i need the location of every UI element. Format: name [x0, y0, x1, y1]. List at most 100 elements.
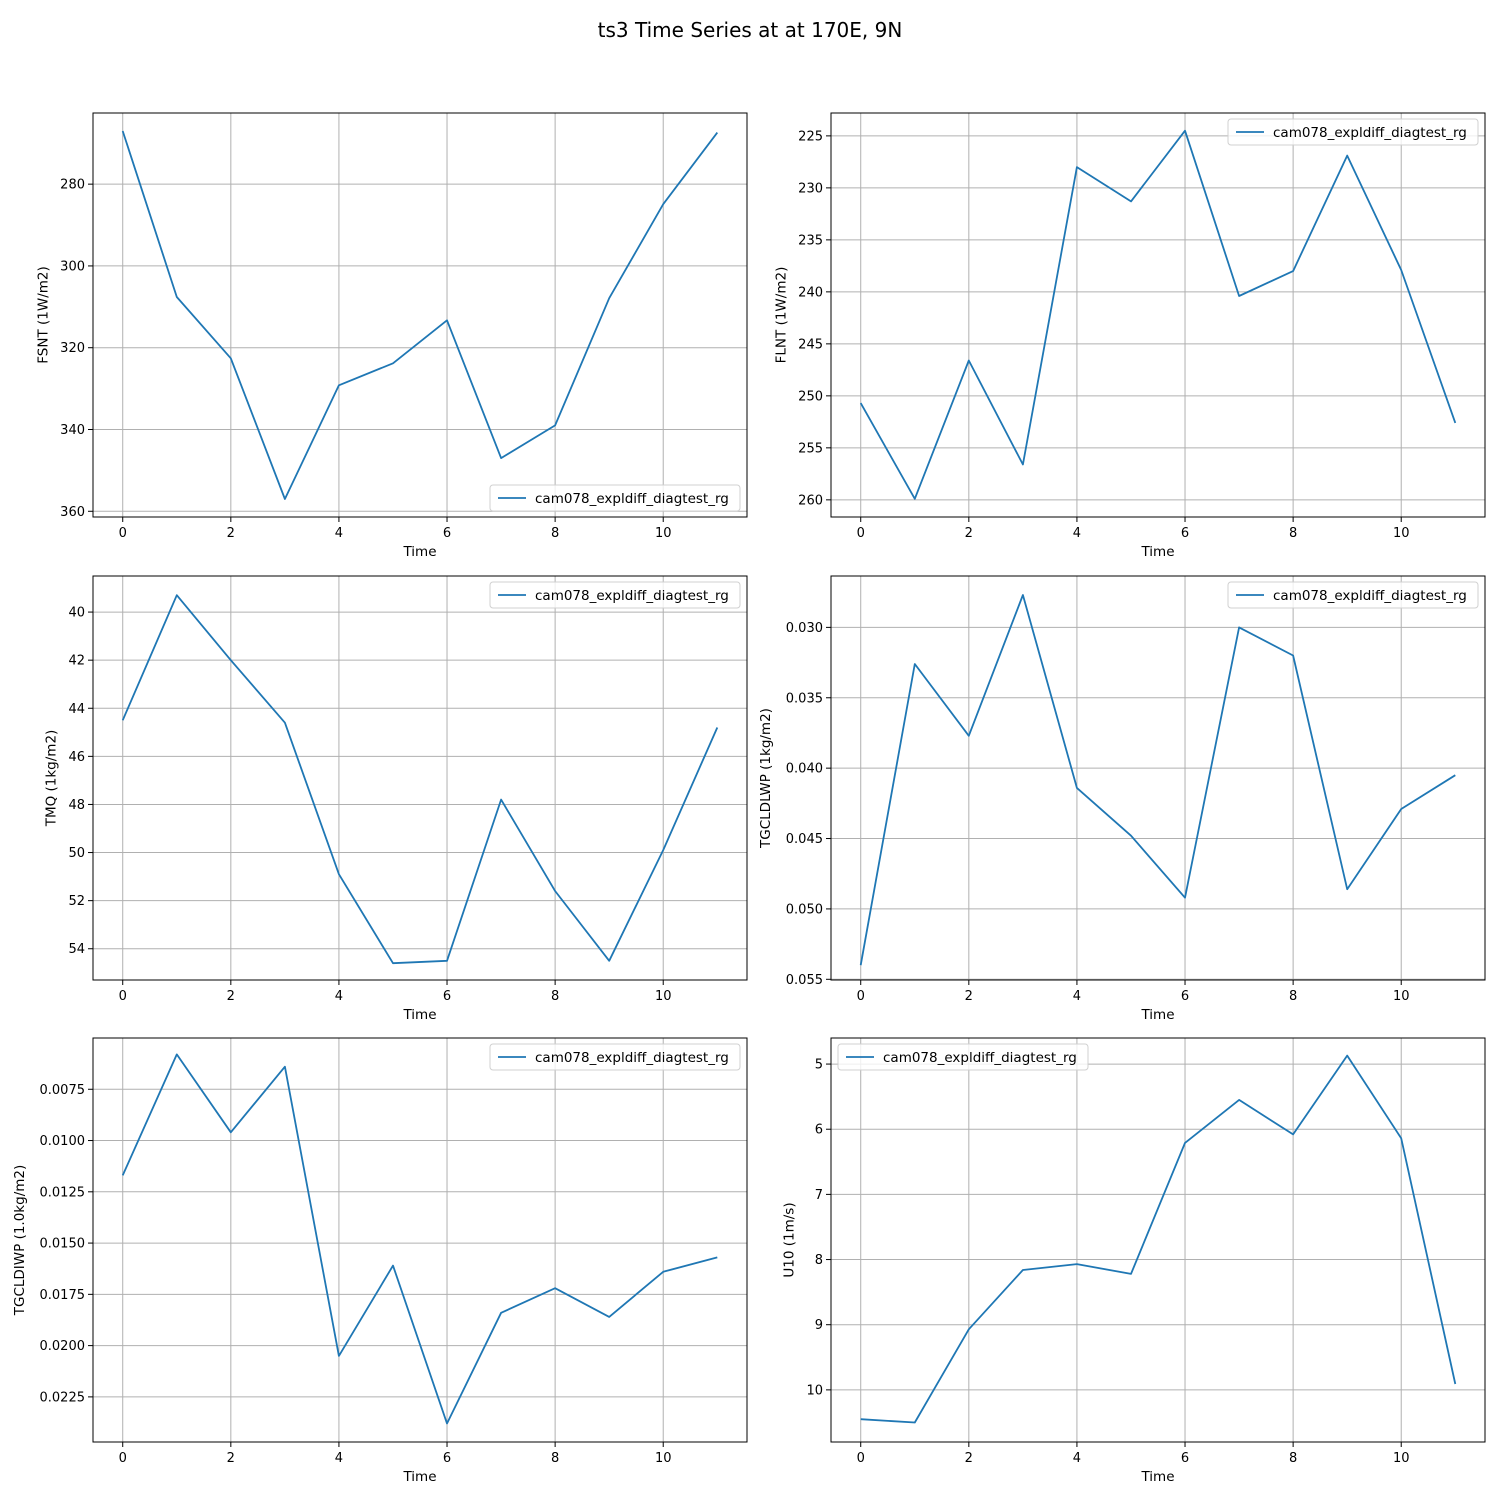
y-tick-label: 7 [815, 1188, 823, 1203]
y-tick-label: 0.0225 [40, 1390, 86, 1405]
legend: cam078_expldiff_diagtest_rg [1227, 118, 1479, 146]
x-tick-label: 0 [857, 526, 865, 541]
x-tick-label: 0 [119, 1451, 127, 1466]
x-tick-label: 6 [1181, 526, 1189, 541]
y-tick-label: 54 [68, 942, 85, 957]
x-tick-label: 8 [551, 1451, 559, 1466]
x-tick-label: 6 [443, 1451, 451, 1466]
subplot-6: 0 2 4 6 8 10 5 6 7 8 9 10 Time U10 (1m/s) cam078_expld… [781, 1037, 1486, 1485]
x-tick-label: 4 [335, 1451, 343, 1466]
y-axis-label: FLNT (1W/m2) [774, 267, 790, 364]
y-tick-label: 245 [798, 337, 823, 352]
legend-entry: cam078_expldiff_diagtest_rg [1273, 588, 1467, 604]
x-tick-label: 8 [1289, 989, 1297, 1004]
x-tick-label: 8 [1289, 526, 1297, 541]
axes-frame [92, 112, 748, 518]
y-tick-label: 8 [815, 1253, 823, 1268]
x-axis-label: Time [1140, 544, 1174, 560]
y-tick-label: 0.0200 [40, 1339, 86, 1354]
axes-frame [830, 575, 1486, 981]
x-axis-label: Time [402, 544, 436, 560]
y-tick-label: 0.040 [786, 762, 823, 777]
x-axis-label: Time [1140, 1469, 1174, 1485]
y-tick-label: 42 [68, 654, 85, 669]
x-tick-label: 0 [857, 989, 865, 1004]
y-axis-label: TGCLDLWP (1kg/m2) [758, 708, 774, 849]
figure-title: ts3 Time Series at at 170E, 9N [598, 18, 903, 42]
x-tick-label: 2 [227, 526, 235, 541]
subplot-1: 0 2 4 6 8 10 280 300 320 340 360 Time FSNT (1W/m2) ca… [36, 112, 748, 560]
y-tick-label: 0.0125 [40, 1185, 86, 1200]
y-tick-label: 0.045 [786, 832, 823, 847]
x-tick-label: 10 [1393, 526, 1410, 541]
x-tick-label: 10 [1393, 1451, 1410, 1466]
y-tick-label: 260 [798, 493, 823, 508]
y-tick-label: 52 [68, 894, 85, 909]
x-axis-label: Time [1140, 1007, 1174, 1023]
legend-box [1227, 581, 1479, 609]
x-tick-label: 8 [1289, 1451, 1297, 1466]
axes-frame [92, 575, 748, 981]
x-tick-label: 4 [335, 526, 343, 541]
y-tick-label: 10 [806, 1383, 823, 1398]
y-tick-label: 9 [815, 1318, 823, 1333]
x-tick-label: 4 [1073, 1451, 1081, 1466]
subplot-2: 0 2 4 6 8 10 225 230 235 240 245 250 255 260 Time FLNT … [774, 112, 1486, 560]
y-tick-label: 46 [68, 750, 85, 765]
legend: cam078_expldiff_diagtest_rg [837, 1043, 1089, 1071]
legend-box [837, 1043, 1089, 1071]
x-tick-label: 0 [857, 1451, 865, 1466]
y-tick-label: 0.0100 [40, 1134, 86, 1149]
x-tick-label: 2 [965, 989, 973, 1004]
x-tick-label: 6 [1181, 1451, 1189, 1466]
y-axis-label: FSNT (1W/m2) [36, 266, 52, 364]
legend-entry: cam078_expldiff_diagtest_rg [883, 1050, 1077, 1066]
y-axis-label: TGCLDIWP (1.0kg/m2) [12, 1165, 28, 1317]
y-tick-label: 0.030 [786, 621, 823, 636]
x-tick-label: 4 [1073, 526, 1081, 541]
series-line [859, 594, 1456, 966]
x-tick-label: 4 [335, 989, 343, 1004]
legend-box [489, 581, 741, 609]
y-tick-label: 235 [798, 233, 823, 248]
x-tick-label: 2 [227, 1451, 235, 1466]
x-axis-label: Time [402, 1469, 436, 1485]
y-tick-label: 250 [798, 389, 823, 404]
y-tick-label: 255 [798, 441, 823, 456]
legend: cam078_expldiff_diagtest_rg [489, 1043, 741, 1071]
y-axis-label: TMQ (1kg/m2) [43, 730, 59, 828]
x-tick-label: 4 [1073, 989, 1081, 1004]
series-line [121, 594, 719, 965]
legend-entry: cam078_expldiff_diagtest_rg [1273, 125, 1467, 141]
y-tick-label: 0.0150 [40, 1237, 86, 1252]
y-tick-label: 230 [798, 181, 823, 196]
y-tick-label: 40 [68, 606, 85, 621]
x-tick-label: 6 [443, 526, 451, 541]
subplot-4: 0 2 4 6 8 10 0.030 0.035 0.040 0.045 0.050 0.055 Tim… [758, 575, 1486, 1023]
x-tick-label: 2 [227, 989, 235, 1004]
y-tick-label: 320 [60, 341, 85, 356]
y-tick-label: 0.055 [786, 973, 823, 988]
x-tick-label: 10 [1393, 989, 1410, 1004]
y-tick-label: 0.0075 [40, 1083, 86, 1098]
x-axis-label: Time [402, 1007, 436, 1023]
series-line [859, 129, 1457, 500]
legend-box [489, 1043, 741, 1071]
x-tick-label: 2 [965, 526, 973, 541]
subplot-5: 0 2 4 6 8 10 0.0075 0.0100 0.0125 0.0150 0.0175 0.0… [12, 1037, 748, 1485]
y-tick-label: 280 [60, 178, 85, 193]
legend-box [1227, 118, 1479, 146]
x-tick-label: 0 [119, 989, 127, 1004]
legend: cam078_expldiff_diagtest_rg [489, 581, 741, 609]
y-tick-label: 0.035 [786, 691, 823, 706]
series-line [860, 1054, 1457, 1424]
axes-frame [92, 1037, 748, 1443]
x-tick-label: 10 [655, 526, 672, 541]
series-line [121, 1053, 718, 1425]
y-tick-label: 0.050 [786, 902, 823, 917]
x-tick-label: 2 [965, 1451, 973, 1466]
